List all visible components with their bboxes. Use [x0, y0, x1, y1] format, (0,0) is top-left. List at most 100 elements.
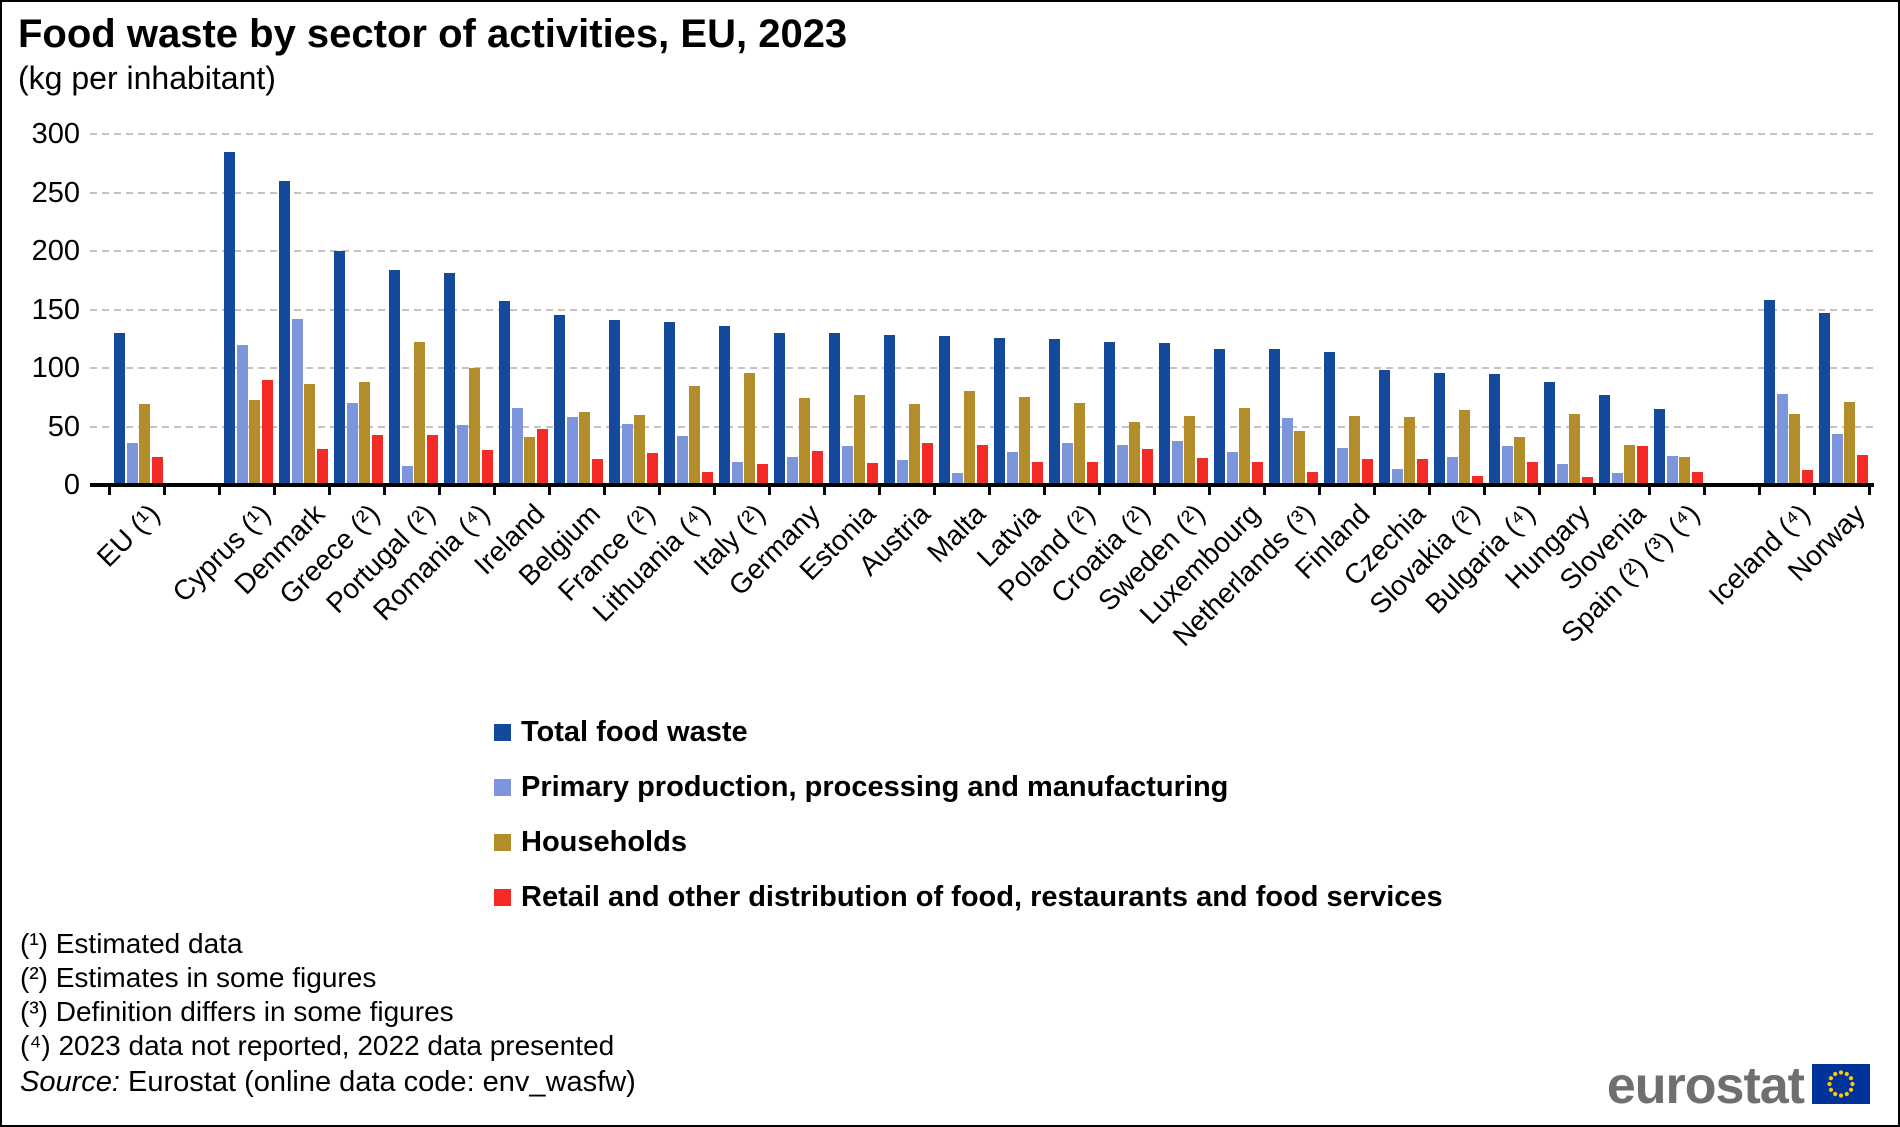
- x-axis-tick: [438, 486, 441, 495]
- bar-germany-households: [799, 398, 810, 485]
- bar-belgium-households: [579, 412, 590, 485]
- bar-belgium-total: [554, 315, 565, 485]
- source-text: Eurostat (online data code: env_wasfw): [119, 1066, 636, 1098]
- bar-denmark-households: [304, 384, 315, 485]
- bar-denmark-retail: [316, 449, 328, 485]
- x-axis-tick: [493, 486, 496, 495]
- bar-estonia-retail: [866, 463, 878, 485]
- bar-finland-retail: [1361, 459, 1373, 485]
- bar-italy-total: [719, 326, 730, 485]
- bar-iceland-primary: [1776, 394, 1788, 485]
- bar-malta-households: [964, 391, 975, 485]
- bar-greece-total: [334, 251, 345, 485]
- bar-poland-households: [1074, 403, 1085, 485]
- bar-portugal-retail: [426, 435, 438, 485]
- x-axis-tick: [1483, 486, 1486, 495]
- bar-norway-primary: [1831, 434, 1843, 485]
- footnote-2: (²) Estimates in some figures: [20, 962, 377, 993]
- legend-item-households: Households: [494, 826, 687, 859]
- bar-croatia-primary: [1116, 445, 1128, 485]
- x-axis-line: [90, 483, 1874, 487]
- bar-lithuania-retail: [701, 472, 713, 485]
- bar-italy-households: [744, 373, 755, 485]
- bar-finland-primary: [1336, 448, 1348, 485]
- bar-austria-retail: [921, 443, 933, 485]
- bar-france-households: [634, 415, 645, 485]
- bar-estonia-total: [829, 333, 840, 485]
- bar-latvia-total: [994, 338, 1005, 485]
- bar-france-retail: [646, 453, 658, 485]
- x-axis-tick: [1593, 486, 1596, 495]
- x-axis-tick: [218, 486, 221, 495]
- bar-malta-retail: [976, 445, 988, 485]
- bar-eu-total: [114, 333, 125, 485]
- bar-slovakia-primary: [1446, 457, 1458, 485]
- eu-flag-icon: [1812, 1063, 1870, 1109]
- bar-iceland-total: [1764, 300, 1775, 485]
- eurostat-logo: eurostat: [1607, 1060, 1870, 1112]
- bar-hungary-total: [1544, 382, 1555, 485]
- bar-sweden-total: [1159, 343, 1170, 485]
- footnote-1: (¹) Estimated data: [20, 928, 243, 959]
- bar-bulgaria-primary: [1501, 446, 1513, 485]
- x-axis-tick: [1703, 486, 1706, 495]
- gridline-300: [90, 133, 1874, 135]
- bar-hungary-retail: [1581, 477, 1593, 485]
- x-axis-tick: [1373, 486, 1376, 495]
- bar-luxembourg-retail: [1251, 462, 1263, 485]
- bar-slovenia-retail: [1636, 446, 1648, 485]
- bar-germany-retail: [811, 451, 823, 485]
- bar-slovakia-total: [1434, 373, 1445, 485]
- x-axis-tick: [1813, 486, 1816, 495]
- bar-slovakia-households: [1459, 410, 1470, 485]
- bar-iceland-retail: [1801, 470, 1813, 485]
- x-axis-tick: [768, 486, 771, 495]
- y-axis-label-250: 250: [31, 176, 80, 209]
- bar-eu-retail: [151, 457, 163, 485]
- legend-marker-total: [494, 724, 511, 741]
- x-axis-tick: [1098, 486, 1101, 495]
- x-axis-tick: [273, 486, 276, 495]
- legend-item-total: Total food waste: [494, 716, 748, 749]
- bar-czechia-retail: [1416, 459, 1428, 485]
- legend-item-retail: Retail and other distribution of food, r…: [494, 881, 1443, 914]
- y-axis-label-100: 100: [31, 352, 80, 384]
- bar-sweden-primary: [1171, 441, 1183, 485]
- bar-ireland-households: [524, 437, 535, 485]
- bar-slovenia-households: [1624, 445, 1635, 485]
- x-axis-tick: [878, 486, 881, 495]
- legend-marker-retail: [494, 889, 511, 906]
- x-axis-tick: [1318, 486, 1321, 495]
- bar-austria-households: [909, 404, 920, 485]
- bar-ireland-retail: [536, 429, 548, 485]
- x-axis-tick: [1868, 486, 1871, 495]
- footnote-4: (⁴) 2023 data not reported, 2022 data pr…: [20, 1030, 615, 1061]
- y-axis-label-0: 0: [63, 469, 80, 501]
- bar-finland-total: [1324, 352, 1335, 485]
- legend-label-households: Households: [521, 826, 687, 858]
- legend-marker-households: [494, 834, 511, 851]
- x-axis-tick: [658, 486, 661, 495]
- bar-czechia-total: [1379, 370, 1390, 485]
- bar-croatia-retail: [1141, 449, 1153, 485]
- bar-poland-retail: [1086, 462, 1098, 485]
- y-axis-label-200: 200: [31, 235, 80, 267]
- eurostat-logo-text: eurostat: [1606, 1057, 1805, 1115]
- bar-greece-retail: [371, 435, 383, 485]
- bar-romania-households: [469, 368, 480, 485]
- bar-cyprus-retail: [261, 380, 273, 485]
- x-axis-tick: [1648, 486, 1651, 495]
- bar-cyprus-households: [249, 400, 260, 485]
- source-line: Source: Eurostat (online data code: env_…: [20, 1066, 636, 1099]
- bar-poland-primary: [1061, 443, 1073, 485]
- y-axis-label-50: 50: [47, 410, 80, 443]
- bar-bulgaria-households: [1514, 437, 1525, 485]
- x-axis-tick: [713, 486, 716, 495]
- bar-portugal-households: [414, 342, 425, 485]
- bar-norway-retail: [1856, 455, 1868, 485]
- bar-sweden-households: [1184, 416, 1195, 485]
- legend-label-total: Total food waste: [521, 716, 748, 748]
- bar-netherlands-primary: [1281, 418, 1293, 485]
- bar-slovakia-retail: [1471, 476, 1483, 485]
